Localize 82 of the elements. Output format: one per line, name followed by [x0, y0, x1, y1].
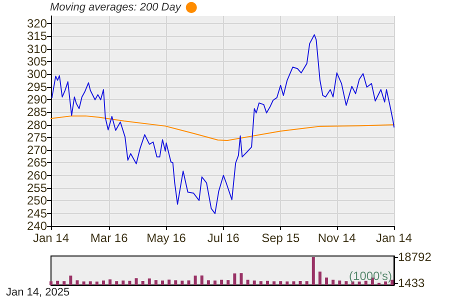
bar [134, 278, 138, 285]
bar [332, 280, 335, 285]
bar [56, 280, 60, 285]
bar [226, 280, 230, 285]
y-tick-label: 310 [26, 42, 48, 56]
bar [200, 275, 204, 285]
bar [292, 281, 296, 285]
bar [252, 280, 256, 285]
line-series [50, 115, 394, 141]
y-tick-label: 295 [26, 80, 48, 94]
text: Jan 14, 2025 [6, 286, 70, 298]
bar [108, 279, 112, 285]
bar [168, 280, 171, 285]
y-tick-label: 305 [26, 54, 48, 69]
bar [102, 280, 105, 285]
y-tick-label: 320 [26, 16, 48, 31]
bar [305, 281, 308, 285]
bar [220, 280, 224, 285]
y-tick-label: 260 [26, 168, 48, 182]
bar [154, 280, 158, 285]
y-tick-label: 315 [26, 29, 48, 44]
bar [128, 280, 132, 285]
bar [76, 280, 79, 285]
bar [338, 280, 342, 285]
bar [364, 280, 368, 285]
x-tick-label: Jul 16 [207, 231, 240, 245]
y-tick-label: 275 [26, 130, 48, 144]
bar [344, 281, 348, 285]
x-tick-label: Mar 16 [90, 231, 128, 245]
bar [266, 280, 269, 285]
bar [240, 273, 243, 285]
y-tick-label: 270 [26, 143, 48, 158]
bar [390, 280, 394, 285]
bar [279, 281, 282, 285]
bar [148, 278, 151, 285]
y-tick-label: 255 [26, 181, 48, 196]
bar [272, 281, 276, 285]
y-tick-label: 290 [26, 92, 48, 106]
bar [141, 280, 144, 285]
y-tick-label: 1433 [398, 276, 426, 290]
bar [246, 280, 250, 285]
x-tick-label: Jan 14 [376, 231, 412, 245]
bar [358, 282, 361, 285]
bar [180, 280, 184, 285]
bar [312, 257, 315, 285]
bar [286, 281, 289, 285]
bar [115, 281, 118, 285]
y-tick-label: 18792 [398, 250, 432, 264]
bar [174, 280, 178, 285]
y-tick-label: 285 [26, 105, 48, 120]
bar [62, 281, 66, 285]
bar [88, 281, 92, 285]
bar [259, 281, 262, 285]
bar [187, 280, 190, 285]
bar [69, 276, 72, 285]
y-tick-label: 265 [26, 156, 48, 170]
y-tick-label: 300 [26, 67, 48, 82]
y-tick-label: 280 [26, 118, 48, 132]
bar [325, 278, 328, 285]
bar [298, 280, 302, 285]
x-tick-label: Nov 14 [318, 231, 356, 245]
bar [318, 272, 322, 285]
y-tick-label: 245 [26, 206, 48, 220]
bar [95, 282, 98, 285]
y-tick-label: 240 [26, 219, 48, 233]
bar [384, 281, 388, 285]
bar [82, 281, 86, 285]
legend-title: Moving averages: [50, 2, 137, 14]
y-tick-label: 250 [26, 194, 48, 208]
legend-label: 200 Day [138, 2, 182, 14]
bar [194, 276, 197, 285]
line-series [51, 34, 394, 214]
x-tick-label: Jan 14 [32, 231, 70, 245]
bar [206, 280, 210, 285]
x-tick-label: Sep 15 [262, 231, 300, 245]
x-tick-label: May 16 [146, 231, 186, 245]
bar [233, 273, 236, 285]
y-axis-title: (1000's) [349, 269, 392, 283]
bar [122, 280, 125, 285]
bar [214, 280, 217, 285]
bar [50, 281, 52, 285]
bar [161, 280, 164, 285]
